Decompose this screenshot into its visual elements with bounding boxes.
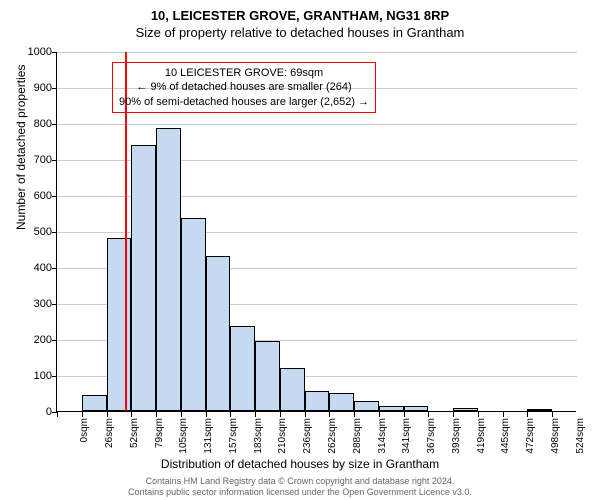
x-tick-label: 0sqm (79, 418, 90, 462)
y-tick-label: 400 (34, 262, 52, 274)
histogram-bar (280, 368, 305, 411)
histogram-bar (206, 256, 231, 411)
x-tick-label: 131sqm (203, 418, 214, 462)
x-tick-mark (107, 412, 108, 417)
x-tick-label: 367sqm (426, 418, 437, 462)
histogram-bar (305, 391, 330, 411)
y-tick-mark (52, 376, 57, 377)
y-tick-label: 900 (34, 82, 52, 94)
x-tick-label: 498sqm (550, 418, 561, 462)
y-tick-mark (52, 268, 57, 269)
histogram-bar (453, 408, 478, 411)
gridline (57, 52, 577, 53)
x-tick-label: 262sqm (327, 418, 338, 462)
x-tick-mark (503, 412, 504, 417)
x-tick-mark (230, 412, 231, 417)
x-tick-label: 236sqm (302, 418, 313, 462)
y-axis-label: Number of detached properties (14, 65, 28, 230)
y-tick-label: 700 (34, 154, 52, 166)
x-tick-mark (354, 412, 355, 417)
x-axis-label: Distribution of detached houses by size … (0, 457, 600, 471)
histogram-bar (181, 218, 206, 411)
y-tick-label: 200 (34, 334, 52, 346)
histogram-bar (329, 393, 354, 411)
x-tick-mark (206, 412, 207, 417)
x-tick-mark (156, 412, 157, 417)
y-tick-label: 600 (34, 190, 52, 202)
footer-line-2: Contains public sector information licen… (0, 487, 600, 498)
histogram-bar (131, 145, 156, 411)
x-tick-label: 472sqm (525, 418, 536, 462)
x-tick-mark (404, 412, 405, 417)
page-subtitle: Size of property relative to detached ho… (0, 25, 600, 40)
x-tick-label: 26sqm (104, 418, 115, 462)
x-tick-label: 524sqm (575, 418, 586, 462)
x-tick-mark (255, 412, 256, 417)
y-tick-mark (52, 160, 57, 161)
histogram-bar (107, 238, 132, 411)
title-area: 10, LEICESTER GROVE, GRANTHAM, NG31 8RP … (0, 0, 600, 40)
y-tick-label: 800 (34, 118, 52, 130)
x-tick-label: 157sqm (228, 418, 239, 462)
y-tick-label: 300 (34, 298, 52, 310)
histogram-bar (527, 409, 552, 411)
x-tick-mark (82, 412, 83, 417)
histogram-bar (156, 128, 181, 411)
histogram-bar (404, 406, 429, 411)
x-tick-mark (280, 412, 281, 417)
histogram-bar (255, 341, 280, 411)
annotation-box: 10 LEICESTER GROVE: 69sqm← 9% of detache… (112, 62, 376, 113)
x-tick-mark (478, 412, 479, 417)
x-tick-label: 419sqm (476, 418, 487, 462)
histogram-bar (230, 326, 255, 411)
annotation-line: ← 9% of detached houses are smaller (264… (119, 80, 369, 94)
y-tick-label: 100 (34, 370, 52, 382)
x-tick-label: 52sqm (129, 418, 140, 462)
x-tick-mark (181, 412, 182, 417)
gridline (57, 124, 577, 125)
x-tick-mark (527, 412, 528, 417)
page-title: 10, LEICESTER GROVE, GRANTHAM, NG31 8RP (0, 8, 600, 23)
annotation-line: 10 LEICESTER GROVE: 69sqm (119, 66, 369, 80)
x-tick-label: 183sqm (253, 418, 264, 462)
y-tick-mark (52, 124, 57, 125)
x-tick-label: 314sqm (377, 418, 388, 462)
x-tick-mark (552, 412, 553, 417)
x-tick-label: 393sqm (451, 418, 462, 462)
histogram-bar (82, 395, 107, 411)
annotation-line: 90% of semi-detached houses are larger (… (119, 95, 369, 109)
y-tick-mark (52, 88, 57, 89)
y-tick-mark (52, 304, 57, 305)
y-tick-label: 500 (34, 226, 52, 238)
x-tick-label: 79sqm (154, 418, 165, 462)
x-tick-mark (453, 412, 454, 417)
histogram-bar (379, 406, 404, 411)
x-tick-label: 341sqm (401, 418, 412, 462)
x-tick-label: 445sqm (500, 418, 511, 462)
x-tick-mark (131, 412, 132, 417)
attribution-footer: Contains HM Land Registry data © Crown c… (0, 476, 600, 498)
x-tick-mark (305, 412, 306, 417)
x-tick-mark (57, 412, 58, 417)
histogram-bar (354, 401, 379, 411)
x-tick-label: 288sqm (352, 418, 363, 462)
x-tick-label: 105sqm (178, 418, 189, 462)
chart-container: 10, LEICESTER GROVE, GRANTHAM, NG31 8RP … (0, 0, 600, 500)
footer-line-1: Contains HM Land Registry data © Crown c… (0, 476, 600, 487)
y-tick-label: 1000 (28, 46, 52, 58)
y-tick-mark (52, 232, 57, 233)
x-tick-mark (329, 412, 330, 417)
y-tick-mark (52, 340, 57, 341)
x-tick-label: 210sqm (277, 418, 288, 462)
x-tick-mark (379, 412, 380, 417)
x-tick-mark (428, 412, 429, 417)
y-tick-mark (52, 196, 57, 197)
y-tick-mark (52, 52, 57, 53)
